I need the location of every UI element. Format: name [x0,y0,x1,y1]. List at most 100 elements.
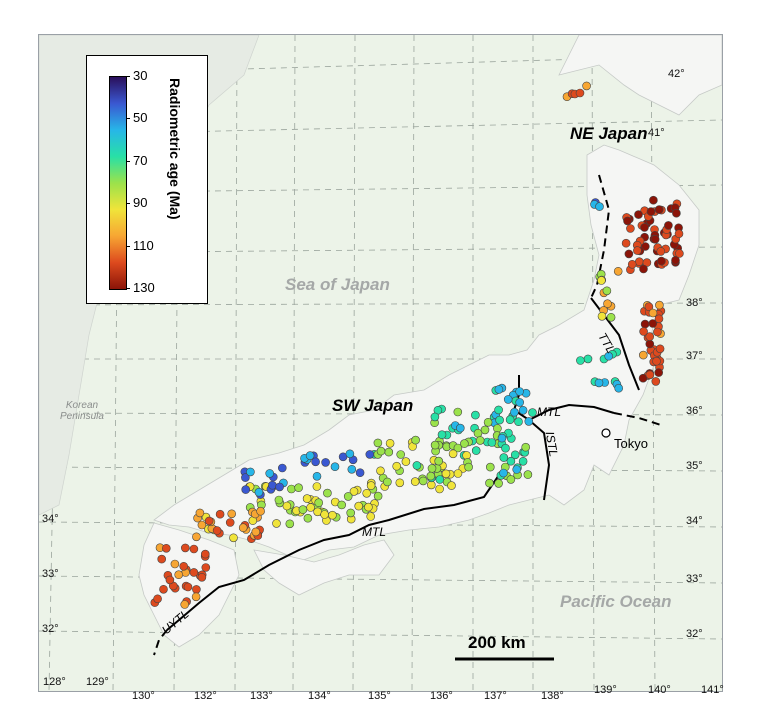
longitude-label: 129° [86,676,109,688]
colorbar-tickmark [126,76,130,77]
sample-point [411,435,420,445]
sample-point [174,570,183,580]
sample-point [672,208,681,218]
sample-point [494,479,503,488]
sample-point [499,468,508,478]
colorbar-tick-label: 50 [133,110,148,126]
sample-point [604,351,614,361]
sample-point [366,512,376,521]
sample-point [654,368,664,377]
sample-point [515,398,525,407]
sample-point [506,475,516,484]
sample-point [480,425,490,435]
sample-point [373,491,383,501]
sample-point [355,468,365,478]
sample-point [159,584,168,594]
sample-point [597,311,607,321]
latitude-label: 42° [668,68,685,80]
sample-point [649,195,658,205]
sample-point [392,461,402,471]
colorbar-tickmark [126,245,130,247]
sample-point [321,458,330,467]
uytl-dashed-fault [153,629,168,656]
mtl-east-dashed-fault [613,412,662,426]
hokkaido [558,35,722,116]
sample-point [165,575,175,585]
sample-point [634,257,644,266]
longitude-label: 132° [194,690,217,702]
sample-point [376,446,386,456]
colorbar-tickmark [126,160,130,162]
sample-point [285,519,295,529]
longitude-label: 135° [368,690,391,702]
sample-point [434,456,444,466]
sample-point [229,533,238,543]
sample-point [302,494,312,503]
sample-point [606,312,616,322]
sample-point [170,559,180,569]
sample-point [179,561,188,571]
sample-point [515,387,524,396]
sample-point [305,451,315,460]
sample-point [523,470,533,479]
sample-point [426,480,436,490]
sample-point [227,509,236,519]
sample-point [197,520,207,530]
sample-point [365,450,375,459]
sample-point [657,256,666,266]
sample-point [354,501,364,511]
istl-fault [528,419,551,501]
sample-point [603,299,612,309]
sample-point [512,465,522,474]
sample-point [254,487,264,497]
sample-point [238,523,248,533]
sample-point [225,518,235,527]
colorbar-tick-label: 70 [133,152,148,168]
sample-point [373,438,383,448]
longitude-label: 138° [541,690,564,702]
latitude-label: 37° [686,350,703,362]
sample-point [648,308,658,318]
sample-point [654,205,664,214]
sample-point [487,438,497,447]
sample-point [447,481,456,490]
korean-peninsula-label: Korean Peninsula [60,400,104,422]
colorbar-tickmark [126,118,130,120]
sample-point [314,498,324,508]
ne-japan-label: NE Japan [570,124,648,143]
latitude-label: 34° [42,513,59,525]
colorbar-tickmark [126,288,130,289]
sample-point [337,500,347,510]
sample-point [528,408,537,417]
sample-point [256,506,265,516]
sample-point [471,410,480,420]
sample-point [180,600,189,609]
sample-point [303,513,313,523]
sample-point [644,302,654,312]
sample-point [448,449,458,459]
sample-point [330,462,340,472]
sample-point [654,314,664,324]
sample-point [655,300,664,310]
sample-point [640,319,650,329]
sample-point [503,395,513,404]
sample-point [426,471,436,481]
sample-point [278,463,287,473]
sample-point [646,207,656,216]
longitude-label: 134° [308,690,331,702]
sample-point [455,423,465,433]
samples-layer [150,81,684,609]
latitude-label: 41° [648,127,665,139]
sample-point [418,476,428,486]
legend-box: 30 50 70 90 110 130 Radiometric age (Ma) [86,55,208,304]
sample-point [582,81,591,91]
sample-point [483,417,493,427]
latitude-label: 36° [686,405,703,417]
sample-point [453,469,463,478]
sample-point [460,439,469,448]
sample-point [675,249,684,258]
sample-point [514,417,523,427]
sample-point [674,229,684,238]
sample-point [499,453,509,462]
sample-point [621,238,631,248]
